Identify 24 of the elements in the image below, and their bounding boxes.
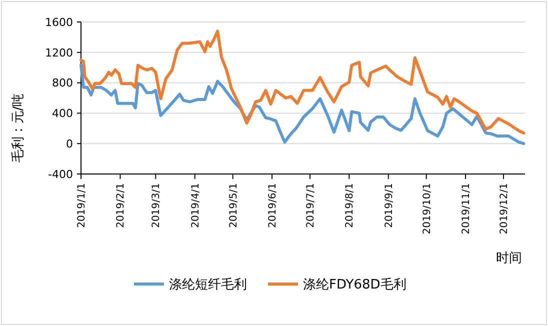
x-tick-label: 2019/4/1 [190, 183, 202, 228]
x-tick-label: 2019/12/1 [498, 183, 510, 234]
y-tick-label: 1200 [45, 46, 73, 60]
x-tick-label: 2019/8/1 [344, 183, 356, 228]
y-tick-label: -400 [48, 168, 73, 181]
x-tick-label: 2019/2/1 [116, 183, 127, 228]
x-tick-label: 2019/1/1 [76, 183, 88, 228]
y-tick-label: 400 [52, 107, 73, 120]
x-tick-label: 2019/7/1 [305, 183, 316, 228]
legend-label: 涤纶短纤毛利 [169, 278, 247, 293]
y-tick-label: 0 [66, 137, 73, 150]
x-tick-label: 2019/11/1 [461, 183, 472, 234]
y-axis-title: 毛利：元/吨 [11, 93, 26, 163]
x-tick-label: 2019/3/1 [151, 183, 162, 228]
y-tick-label: 1600 [45, 16, 73, 29]
line-series [80, 30, 526, 134]
line-series [80, 64, 526, 146]
x-tick-label: 2019/5/1 [228, 183, 240, 228]
x-tick-label: 2019/10/1 [422, 183, 433, 234]
x-axis-title: 时间 [496, 251, 522, 266]
x-tick-label: 2019/9/1 [384, 183, 395, 228]
legend-label: 涤纶FDY68D毛利 [303, 278, 406, 293]
x-tick-label: 2019/6/1 [268, 183, 279, 228]
y-tick-label: 800 [52, 76, 73, 90]
